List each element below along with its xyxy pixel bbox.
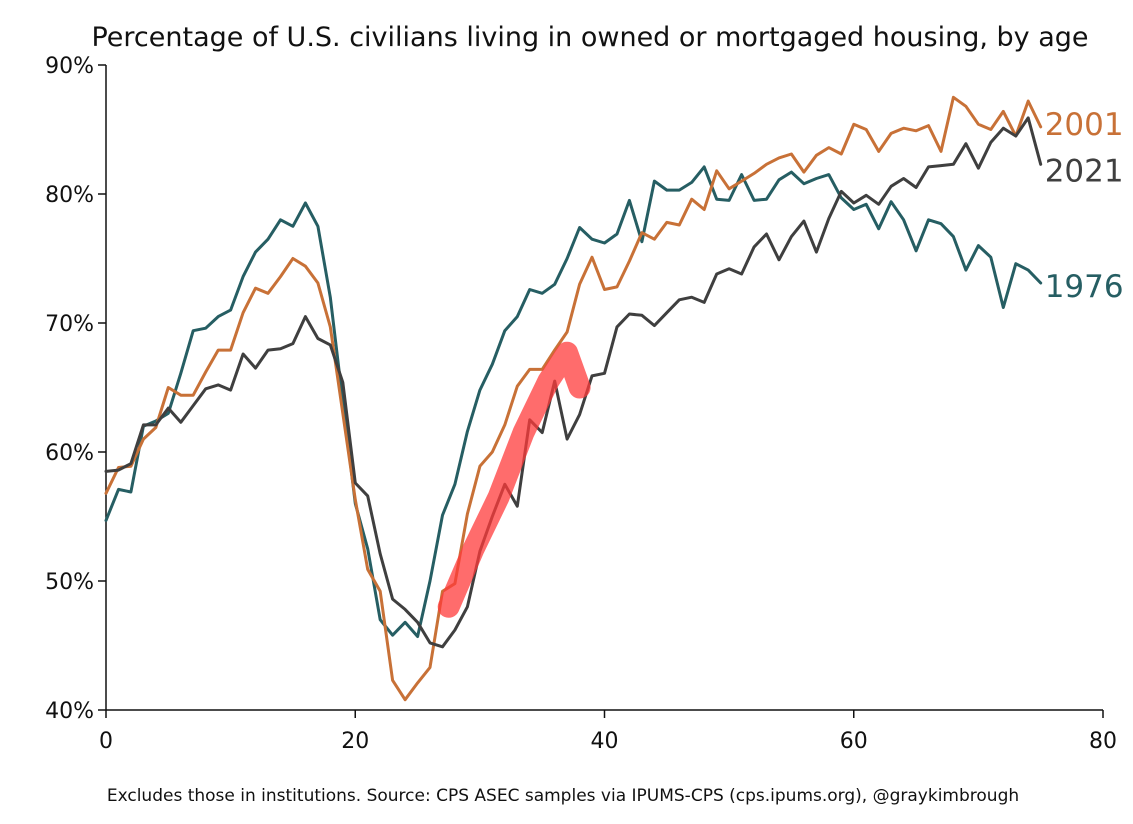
x-tick-label: 40 [591, 729, 619, 754]
source-caption: Excludes those in institutions. Source: … [107, 786, 1019, 806]
highlight-annotation [437, 341, 591, 618]
series-label-1976: 1976 [1045, 269, 1124, 305]
y-tick-label: 80% [45, 183, 94, 208]
x-tick-label: 80 [1089, 729, 1117, 754]
y-tick-label: 50% [45, 570, 94, 595]
series-label-2021: 2021 [1045, 153, 1124, 189]
y-tick-label: 90% [45, 54, 94, 79]
y-tick-label: 60% [45, 441, 94, 466]
x-tick-label: 0 [99, 729, 113, 754]
y-tick-label: 70% [45, 312, 94, 337]
series-line-2021 [104, 116, 1043, 649]
chart-title: Percentage of U.S. civilians living in o… [91, 22, 1088, 53]
y-ticks: 40% 50% 60% 70% 80% 90% [45, 54, 106, 724]
series-line-2001 [104, 95, 1043, 702]
x-tick-label: 60 [840, 729, 868, 754]
series-label-2001: 2001 [1045, 107, 1124, 143]
x-tick-label: 20 [341, 729, 369, 754]
y-tick-label: 40% [45, 699, 94, 724]
series-line-1976 [104, 165, 1043, 638]
x-ticks: 0 20 40 60 80 [99, 710, 1117, 754]
highlight-stroke [437, 341, 591, 618]
series-labels: 1976 2001 2021 [1045, 107, 1124, 305]
series-lines [104, 95, 1043, 702]
